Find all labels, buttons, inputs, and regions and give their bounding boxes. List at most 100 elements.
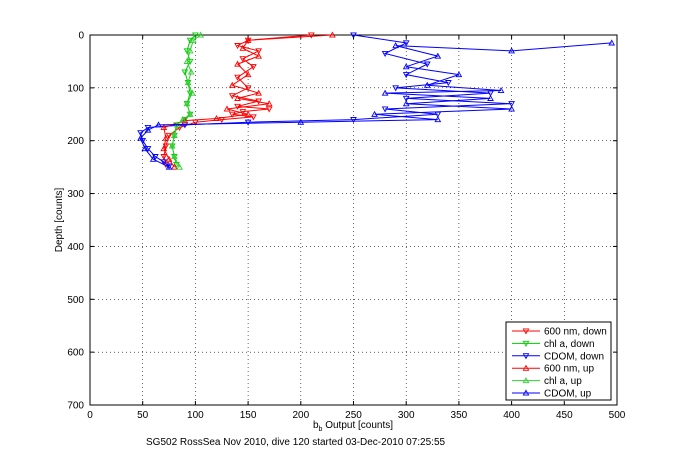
data-point <box>228 111 236 118</box>
y-tick-label: 500 <box>67 295 84 306</box>
data-point <box>170 131 178 138</box>
x-axis-label-main: b <box>313 420 319 431</box>
data-point <box>183 57 191 64</box>
data-point <box>350 117 357 124</box>
data-point <box>239 109 247 116</box>
data-point <box>165 163 173 170</box>
data-point <box>250 64 257 71</box>
data-point <box>329 31 336 38</box>
data-point <box>141 145 149 152</box>
legend-box <box>505 321 612 401</box>
data-point <box>381 89 389 96</box>
data-point <box>392 85 400 92</box>
series-5 <box>137 39 616 170</box>
data-point <box>170 153 178 160</box>
legend-marker <box>522 377 530 384</box>
data-point <box>137 130 144 137</box>
series-line <box>140 34 512 167</box>
y-tick-label: 300 <box>67 189 84 200</box>
y-tick-label: 100 <box>67 83 84 94</box>
legend-marker <box>522 328 530 335</box>
data-point <box>508 101 515 108</box>
data-point <box>265 100 273 107</box>
y-tick-label: 200 <box>67 136 84 147</box>
data-point <box>186 110 194 117</box>
data-point <box>149 155 157 162</box>
y-tick-label: 400 <box>67 242 84 253</box>
data-point <box>170 163 178 170</box>
x-tick-label: 400 <box>503 410 520 421</box>
legend-marker <box>522 364 530 371</box>
data-point <box>160 159 168 166</box>
data-point <box>508 105 515 112</box>
data-point <box>176 163 183 170</box>
series-2 <box>137 32 515 170</box>
data-point <box>144 126 152 133</box>
data-point <box>371 110 378 117</box>
data-point <box>487 94 494 101</box>
data-point <box>155 121 162 128</box>
data-point <box>183 100 191 107</box>
series-line <box>163 34 333 168</box>
legend-marker <box>522 389 530 396</box>
x-tick-label: 50 <box>137 410 149 421</box>
data-point <box>184 79 192 86</box>
data-point <box>402 95 410 102</box>
data-point <box>392 42 400 49</box>
data-point <box>444 80 452 87</box>
data-point <box>508 47 515 54</box>
data-point <box>151 154 159 161</box>
data-point <box>402 100 410 107</box>
data-point <box>173 161 180 169</box>
data-point <box>234 60 241 67</box>
data-point <box>223 105 231 112</box>
data-point <box>255 48 263 55</box>
data-point <box>165 132 173 139</box>
data-point <box>189 36 197 43</box>
x-axis-label-subscript: b <box>319 426 323 433</box>
data-point <box>434 52 442 59</box>
data-point <box>162 134 170 141</box>
data-point <box>244 119 252 126</box>
y-tick-label: 0 <box>78 31 84 42</box>
legend-label: chl a, up <box>544 376 582 387</box>
data-point <box>160 154 168 161</box>
y-tick-label: 700 <box>67 401 84 412</box>
x-tick-label: 0 <box>87 410 93 421</box>
data-point <box>165 155 173 162</box>
x-tick-label: 300 <box>398 410 415 421</box>
series-3 <box>160 31 336 170</box>
data-point <box>402 72 410 79</box>
x-tick-label: 500 <box>609 410 626 421</box>
y-tick-label: 600 <box>67 348 84 359</box>
data-point <box>402 63 410 70</box>
data-point <box>244 85 252 92</box>
legend-label: CDOM, down <box>544 351 604 362</box>
data-point <box>239 56 247 63</box>
figure-caption: SG502 RossSea Nov 2010, dive 120 started… <box>146 437 446 448</box>
data-point <box>497 86 505 94</box>
y-axis-label: Depth [counts] <box>54 188 65 253</box>
series-line <box>140 42 612 168</box>
legend-label: chl a, down <box>544 339 595 350</box>
data-point <box>350 32 357 39</box>
legend-label: 600 nm, down <box>544 327 607 338</box>
data-point <box>434 116 442 123</box>
data-point <box>608 39 616 46</box>
x-axis-label-rest: Output [counts] <box>322 420 393 431</box>
data-point <box>181 69 189 76</box>
data-point <box>307 32 315 39</box>
data-point <box>179 116 187 123</box>
legend-marker <box>522 340 530 347</box>
x-tick-label: 100 <box>187 410 204 421</box>
data-point <box>244 110 252 117</box>
data-point <box>244 36 252 43</box>
data-point <box>402 40 410 47</box>
data-point <box>188 89 196 96</box>
data-point <box>255 52 263 59</box>
data-point <box>234 94 241 101</box>
legend-label: 600 nm, up <box>544 364 594 375</box>
data-point <box>239 44 247 51</box>
data-point <box>423 81 431 88</box>
